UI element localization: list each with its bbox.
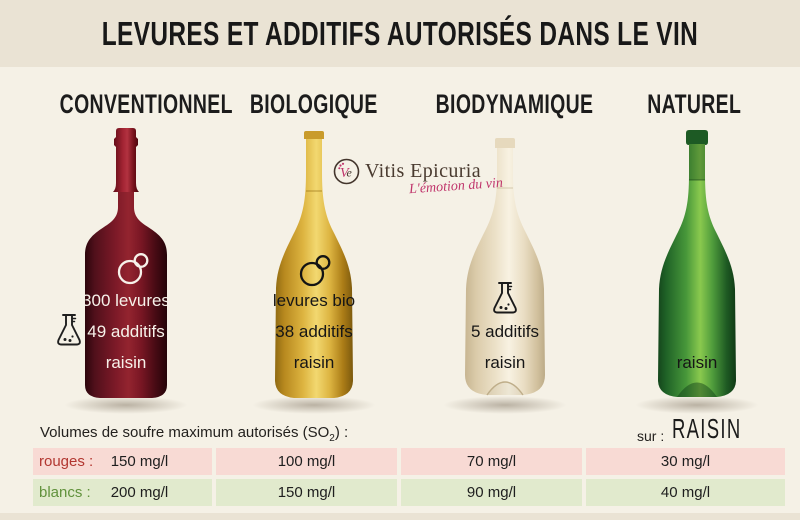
so2-heading: Volumes de soufre maximum autorisés (SO2… [40, 424, 349, 444]
gold-wine-bottle [275, 131, 353, 398]
page-title: LEVURES ET ADDITIFS AUTORISÉS DANS LE VI… [101, 14, 699, 52]
bottle-text: 300 levures [82, 291, 170, 310]
flask-icon [493, 282, 517, 314]
so2-cell: 70 mg/l [401, 448, 582, 475]
svg-text:V: V [340, 166, 350, 181]
so2-cell: rouges : 150 mg/l [33, 448, 212, 475]
bottle-text: 49 additifs [87, 322, 165, 341]
cream-wine-bottle [465, 138, 545, 396]
bottle-text: raisin [105, 353, 147, 372]
so2-value: 90 mg/l [466, 484, 517, 501]
column-header-biodynamique: BIODYNAMIQUE [435, 89, 594, 119]
so2-cell: 90 mg/l [401, 479, 582, 506]
red-wine-bottle [85, 128, 167, 398]
so2-row-blancs: blancs : 200 mg/l 150 mg/l 90 mg/l 40 mg… [33, 479, 785, 506]
so2-value: 30 mg/l [660, 453, 711, 470]
so2-cell: 30 mg/l [586, 448, 785, 475]
column-header-naturel: NATUREL [647, 89, 741, 119]
yeast-icon [299, 255, 331, 287]
sur-raisin-text: RAISIN [672, 413, 742, 444]
column-header-conventionnel: CONVENTIONNEL [59, 89, 233, 119]
so2-row-rouges: rouges : 150 mg/l 100 mg/l 70 mg/l 30 mg… [33, 448, 785, 475]
so2-value: 40 mg/l [660, 484, 711, 501]
bottle-shadow [635, 396, 759, 414]
so2-value: 150 mg/l [277, 484, 336, 501]
so2-value: 200 mg/l [110, 484, 169, 501]
so2-value: 70 mg/l [466, 453, 517, 470]
so2-cell: blancs : 200 mg/l [33, 479, 212, 506]
logo-monogram-icon: V e [333, 158, 360, 185]
so2-value: 100 mg/l [277, 453, 336, 470]
green-wine-bottle [658, 130, 736, 397]
so2-cell: 100 mg/l [216, 448, 397, 475]
logo-name: Vitis Epicuria [365, 160, 482, 182]
bottle-text: raisin [484, 353, 526, 372]
bottle-shadow [443, 396, 567, 414]
so2-cell: 40 mg/l [586, 479, 785, 506]
bottle-text: raisin [293, 353, 335, 372]
bottle-text: 5 additifs [470, 322, 540, 341]
bottle-shadow [252, 396, 376, 414]
title-band: LEVURES ET ADDITIFS AUTORISÉS DANS LE VI… [0, 0, 800, 67]
bottle-text: levures bio [272, 291, 356, 310]
so2-value: 150 mg/l [110, 453, 169, 470]
bottom-band [0, 513, 800, 520]
flask-icon [57, 314, 81, 346]
row-label-blancs: blancs : [39, 484, 91, 501]
svg-text:e: e [347, 166, 353, 180]
yeast-icon [117, 253, 149, 285]
column-header-biologique: BIOLOGIQUE [250, 89, 378, 119]
vitis-epicuria-logo: V e Vitis Epicuria L'émotion du vin [333, 156, 523, 204]
bottle-text: 38 additifs [275, 322, 353, 341]
sur-label: sur : [637, 428, 665, 444]
so2-cell: 150 mg/l [216, 479, 397, 506]
bottle-shadow [64, 396, 188, 414]
row-label-rouges: rouges : [39, 453, 94, 470]
bottle-text: raisin [676, 353, 718, 372]
